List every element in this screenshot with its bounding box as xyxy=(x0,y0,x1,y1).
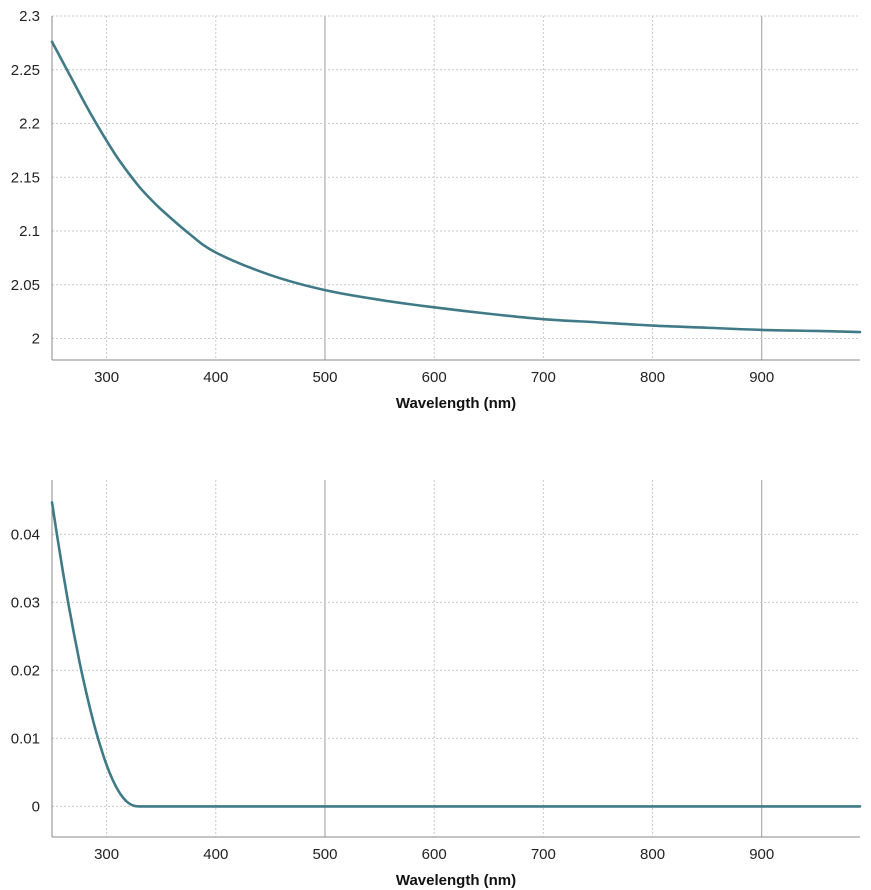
y-tick-label: 2.1 xyxy=(19,223,40,240)
x-tick-label: 300 xyxy=(94,369,119,386)
y-tick-label: 2.05 xyxy=(11,277,40,294)
y-tick-label: 0.04 xyxy=(11,526,40,543)
y-tick-label: 2 xyxy=(32,331,40,348)
x-tick-label: 400 xyxy=(203,846,228,863)
x-tick-label: 400 xyxy=(203,369,228,386)
x-tick-label: 300 xyxy=(94,846,119,863)
series-line xyxy=(50,501,862,808)
x-tick-label: 700 xyxy=(531,846,556,863)
x-tick-label: 500 xyxy=(312,846,337,863)
x-tick-label: 700 xyxy=(531,369,556,386)
y-tick-label: 0 xyxy=(32,798,40,815)
x-tick-label: 800 xyxy=(640,369,665,386)
x-tick-label: 900 xyxy=(749,369,774,386)
x-tick-label: 600 xyxy=(422,369,447,386)
y-tick-label: 0.02 xyxy=(11,662,40,679)
x-tick-label: 600 xyxy=(422,846,447,863)
y-tick-label: 2.2 xyxy=(19,116,40,133)
x-tick-label: 900 xyxy=(749,846,774,863)
x-axis-title: Wavelength (nm) xyxy=(396,395,516,412)
series-line xyxy=(50,40,862,334)
x-axis-title: Wavelength (nm) xyxy=(396,872,516,889)
refractive-index-plot: 300 400 500 600 700 800 900 2 2.05 2.1 2.15 2.2 2.25… xyxy=(11,8,862,412)
y-tick-label: 0.03 xyxy=(11,594,40,611)
extinction-coefficient-plot: 300 400 500 600 700 800 900 0 0.01 0.02 0.03 0.04 Wa… xyxy=(11,480,862,889)
y-tick-label: 2.3 xyxy=(19,8,40,25)
x-tick-label: 500 xyxy=(312,369,337,386)
x-tick-label: 800 xyxy=(640,846,665,863)
y-tick-label: 2.25 xyxy=(11,62,40,79)
refractive-index-chart: 300 400 500 600 700 800 900 2 2.05 2.1 2.15 2.2 2.25… xyxy=(0,0,871,440)
y-tick-label: 2.15 xyxy=(11,169,40,186)
y-tick-label: 0.01 xyxy=(11,730,40,747)
extinction-coefficient-chart: 300 400 500 600 700 800 900 0 0.01 0.02 0.03 0.04 Wa… xyxy=(0,450,871,890)
